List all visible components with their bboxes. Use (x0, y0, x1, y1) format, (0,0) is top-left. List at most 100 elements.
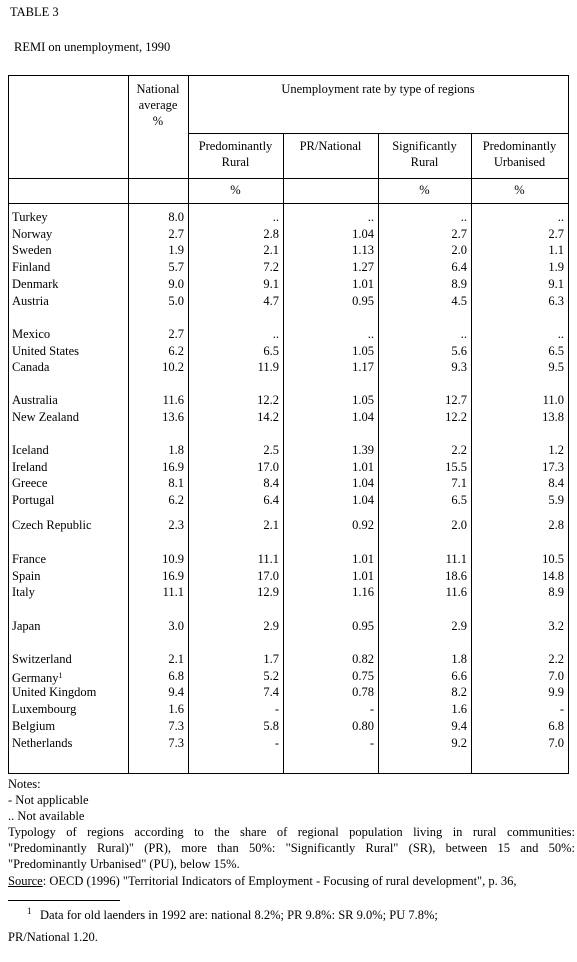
cell: 1.8 (451, 652, 467, 666)
column-header: average (138, 98, 178, 112)
cell: 1.05 (352, 393, 374, 407)
cell: 0.82 (352, 652, 374, 666)
cell: 11.9 (257, 360, 279, 375)
country: United States (12, 343, 80, 358)
country: Norway (12, 226, 53, 241)
cell: 9.3 (451, 360, 467, 375)
country: Netherlands (12, 735, 73, 750)
country: Belgium (12, 718, 56, 733)
cell: 4.7 (263, 293, 279, 308)
column-header: PR/National (299, 139, 362, 153)
cell: 2.0 (451, 243, 467, 258)
cell: .. (557, 327, 564, 341)
unit: % (230, 183, 241, 197)
unit: % (514, 183, 525, 197)
cell: 7.3 (168, 735, 184, 750)
cell: 5.9 (548, 493, 564, 508)
cell: 6.6 (451, 668, 467, 683)
cell: - (369, 735, 374, 750)
note: .. Not available (8, 809, 85, 823)
country: Sweden (12, 243, 52, 258)
cell: 8.2 (451, 685, 467, 700)
cell: 7.0 (548, 668, 564, 683)
country: Portugal (12, 493, 55, 508)
cell: - (274, 735, 279, 750)
cell: 7.1 (451, 476, 467, 491)
cell: 2.9 (263, 619, 279, 633)
cell: 3.0 (168, 619, 184, 633)
rule (471, 133, 472, 773)
column-header: Urbanised (493, 155, 546, 169)
rule (8, 773, 569, 774)
country: Greece (12, 476, 48, 491)
country: Ireland (12, 459, 48, 474)
rule (188, 133, 568, 134)
column-header: Rural (410, 155, 439, 169)
cell: 2.1 (263, 243, 279, 258)
group-header: Unemployment rate by type of regions (281, 82, 475, 96)
cell: 13.6 (162, 409, 184, 424)
cell: 11.1 (257, 552, 279, 566)
country: United Kingdom (12, 685, 97, 700)
note: - Not applicable (8, 793, 89, 807)
column-header: Predominantly (198, 139, 273, 153)
country: Switzerland (12, 652, 72, 666)
country: Luxembourg (12, 702, 77, 717)
cell: 12.2 (257, 393, 279, 407)
cell: 1.6 (168, 702, 184, 717)
cell: 1.17 (352, 360, 374, 375)
table-label: TABLE 3 (10, 5, 59, 19)
rule (8, 75, 9, 773)
notes-title: Notes: (8, 777, 41, 791)
cell: 1.01 (352, 552, 374, 566)
column-header: National (136, 82, 180, 96)
cell: 8.9 (451, 276, 467, 291)
cell: 9.2 (451, 735, 467, 750)
cell: 1.27 (352, 260, 374, 275)
footnote-marker: 1 (27, 906, 32, 916)
column-header: Predominantly (482, 139, 557, 153)
cell: 5.2 (263, 668, 279, 683)
cell: 1.01 (352, 276, 374, 291)
country: Mexico (12, 327, 51, 341)
cell: 2.7 (168, 327, 184, 341)
cell: 6.8 (168, 668, 184, 683)
country: Germany1 (12, 670, 63, 685)
country: Denmark (12, 276, 59, 291)
cell: 12.9 (257, 585, 279, 600)
cell: 0.95 (352, 293, 374, 308)
cell: 6.2 (168, 493, 184, 508)
cell: 7.4 (263, 685, 279, 700)
cell: 8.0 (168, 210, 184, 224)
cell: 1.04 (352, 409, 374, 424)
cell: 11.6 (445, 585, 467, 600)
cell: 1.7 (263, 652, 279, 666)
cell: 5.8 (263, 718, 279, 733)
cell: 2.0 (451, 518, 467, 532)
country: New Zealand (12, 409, 79, 424)
rule (128, 75, 129, 773)
cell: 0.92 (352, 518, 374, 532)
cell: 9.5 (548, 360, 564, 375)
country: Czech Republic (12, 518, 92, 532)
cell: 6.4 (451, 260, 467, 275)
cell: 3.2 (548, 619, 564, 633)
cell: .. (557, 210, 564, 224)
cell: 2.3 (168, 518, 184, 532)
cell: 17.0 (257, 459, 279, 474)
cell: 1.8 (168, 443, 184, 457)
cell: 18.6 (445, 568, 467, 583)
cell: 8.4 (263, 476, 279, 491)
rule (8, 178, 568, 179)
cell: .. (272, 327, 279, 341)
rule (8, 900, 120, 901)
cell: 6.3 (548, 293, 564, 308)
cell: 9.4 (168, 685, 184, 700)
cell: 11.6 (162, 393, 184, 407)
table-title: REMI on unemployment, 1990 (14, 40, 171, 54)
cell: - (369, 702, 374, 717)
column-header: Significantly (392, 139, 457, 153)
typology-line: "Predominantly Rural)" (PR), more than 5… (8, 841, 575, 855)
cell: 2.1 (168, 652, 184, 666)
cell: 10.2 (162, 360, 184, 375)
